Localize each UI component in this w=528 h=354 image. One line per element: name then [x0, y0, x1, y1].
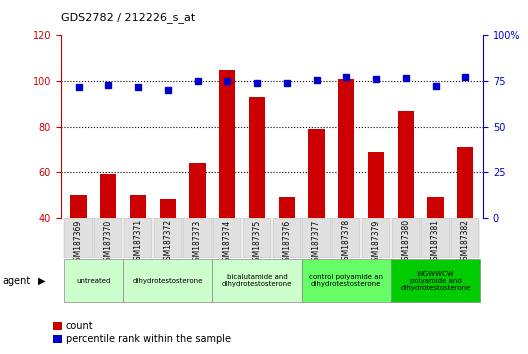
Text: GSM187371: GSM187371	[134, 219, 143, 266]
Text: untreated: untreated	[76, 278, 111, 284]
Text: percentile rank within the sample: percentile rank within the sample	[66, 334, 231, 344]
FancyBboxPatch shape	[272, 218, 301, 258]
FancyBboxPatch shape	[183, 218, 212, 258]
FancyBboxPatch shape	[301, 259, 391, 302]
Text: GSM187370: GSM187370	[104, 219, 113, 266]
FancyBboxPatch shape	[362, 218, 390, 258]
FancyBboxPatch shape	[212, 259, 301, 302]
FancyBboxPatch shape	[303, 218, 331, 258]
FancyBboxPatch shape	[64, 218, 93, 258]
Bar	[100, 175, 117, 218]
Text: GSM187378: GSM187378	[342, 219, 351, 266]
Text: GSM187382: GSM187382	[461, 219, 470, 266]
Text: GSM187380: GSM187380	[401, 219, 410, 266]
Bar	[398, 110, 414, 218]
Bar	[159, 199, 176, 218]
Text: GSM187376: GSM187376	[282, 219, 291, 266]
Text: GDS2782 / 212226_s_at: GDS2782 / 212226_s_at	[61, 12, 195, 23]
Text: GSM187379: GSM187379	[372, 219, 381, 266]
Bar	[338, 79, 354, 218]
Bar	[279, 197, 295, 218]
Text: bicalutamide and
dihydrotestosterone: bicalutamide and dihydrotestosterone	[222, 274, 292, 287]
FancyBboxPatch shape	[124, 218, 152, 258]
Text: GSM187374: GSM187374	[223, 219, 232, 266]
Text: GSM187377: GSM187377	[312, 219, 321, 266]
FancyBboxPatch shape	[154, 218, 182, 258]
Text: GSM187381: GSM187381	[431, 219, 440, 266]
Text: dihydrotestosterone: dihydrotestosterone	[133, 278, 203, 284]
Bar	[249, 97, 265, 218]
Bar	[219, 70, 235, 218]
Bar	[130, 195, 146, 218]
FancyBboxPatch shape	[123, 259, 212, 302]
Bar	[190, 163, 206, 218]
FancyBboxPatch shape	[451, 218, 479, 258]
Text: control polyamide an
dihydrotestosterone: control polyamide an dihydrotestosterone	[309, 274, 383, 287]
FancyBboxPatch shape	[391, 259, 480, 302]
Text: GSM187369: GSM187369	[74, 219, 83, 266]
FancyBboxPatch shape	[421, 218, 450, 258]
Text: ▶: ▶	[38, 276, 45, 286]
Text: GSM187375: GSM187375	[252, 219, 261, 266]
Text: count: count	[66, 321, 93, 331]
FancyBboxPatch shape	[94, 218, 122, 258]
Bar	[427, 197, 444, 218]
Text: GSM187372: GSM187372	[163, 219, 172, 266]
FancyBboxPatch shape	[392, 218, 420, 258]
Text: WGWWCW
polyamide and
dihydrotestosterone: WGWWCW polyamide and dihydrotestosterone	[400, 270, 471, 291]
Bar	[70, 195, 87, 218]
Bar	[368, 152, 384, 218]
Text: agent: agent	[3, 276, 31, 286]
Bar	[308, 129, 325, 218]
FancyBboxPatch shape	[64, 259, 123, 302]
Text: GSM187373: GSM187373	[193, 219, 202, 266]
FancyBboxPatch shape	[243, 218, 271, 258]
FancyBboxPatch shape	[332, 218, 361, 258]
FancyBboxPatch shape	[213, 218, 241, 258]
Bar	[457, 147, 474, 218]
